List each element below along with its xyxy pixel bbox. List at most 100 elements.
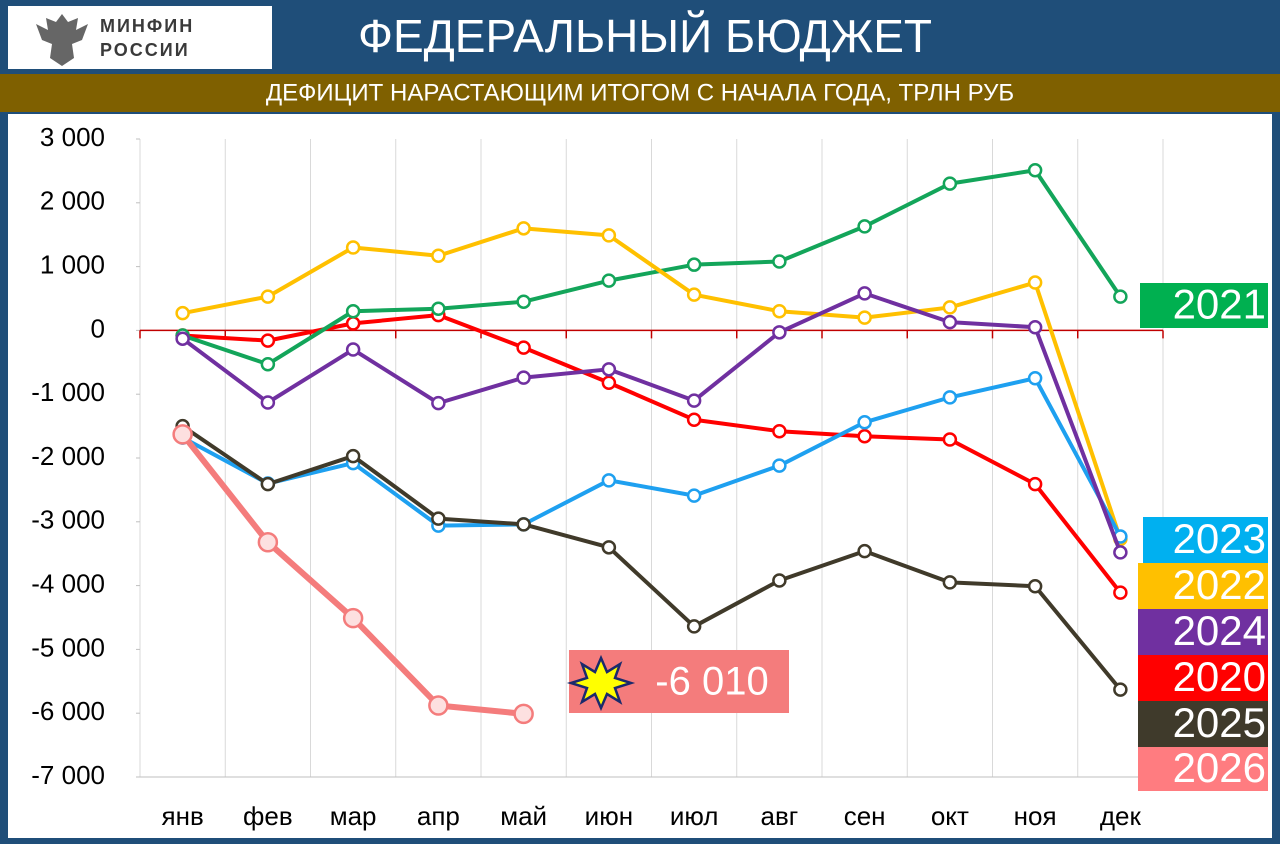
x-tick-label: мар (330, 801, 377, 831)
x-tick-label: ноя (1014, 801, 1057, 831)
data-point (601, 273, 617, 288)
legend-label: 2025 (1173, 699, 1266, 746)
x-tick-label: янв (162, 801, 204, 831)
data-point (345, 240, 361, 255)
series (172, 424, 534, 725)
series (175, 221, 1128, 547)
data-point (260, 289, 276, 304)
data-point (772, 254, 787, 269)
data-point (516, 221, 531, 236)
legend-label: 2022 (1173, 561, 1266, 608)
data-point (601, 362, 617, 377)
logo-text: РОССИИ (100, 40, 190, 60)
data-point (857, 429, 872, 444)
logo-text: МИНФИН (100, 16, 194, 36)
x-tick-label: авг (760, 801, 798, 831)
series-line (181, 168, 1123, 367)
y-tick-label: -4 000 (31, 568, 105, 598)
data-point (1027, 476, 1043, 492)
y-tick-label: -1 000 (31, 377, 105, 407)
data-point (345, 342, 361, 357)
y-tick-label: -3 000 (31, 505, 105, 535)
x-tick-label: июн (585, 801, 633, 831)
data-point (1027, 275, 1043, 290)
data-point (772, 423, 787, 439)
x-tick-label: сен (844, 801, 886, 831)
series-line (182, 226, 1123, 540)
data-point (175, 305, 190, 321)
data-point (260, 395, 276, 410)
series (175, 286, 1128, 560)
data-point (342, 607, 364, 629)
data-point (772, 458, 787, 473)
x-tick-label: июл (670, 801, 719, 831)
data-point (516, 340, 531, 355)
data-point (516, 294, 531, 309)
legend-box (1140, 283, 1268, 328)
legend-label: 2021 (1173, 281, 1266, 328)
data-point (857, 415, 872, 430)
data-point (1027, 319, 1043, 335)
data-point (516, 370, 531, 385)
data-point (686, 287, 702, 302)
data-point (857, 286, 872, 301)
data-point (345, 448, 361, 464)
data-point (345, 304, 361, 319)
plot-area (8, 114, 1272, 838)
y-tick-label: 3 000 (40, 122, 105, 152)
data-point (686, 412, 702, 427)
x-tick-label: фев (243, 801, 293, 831)
data-point (601, 228, 617, 243)
series-line (181, 424, 1122, 691)
legend-box (1138, 563, 1268, 609)
data-point (1113, 545, 1128, 560)
data-point (1027, 578, 1043, 594)
data-point (428, 695, 449, 716)
legend-label: 2026 (1173, 744, 1266, 791)
data-point (1113, 585, 1128, 600)
burst-icon (566, 654, 636, 712)
y-tick-label: 2 000 (40, 186, 105, 216)
series-line (181, 376, 1123, 538)
y-tick-label: -5 000 (31, 632, 105, 662)
data-point (431, 511, 446, 526)
y-tick-label: -7 000 (31, 760, 105, 790)
legend-label: 2023 (1173, 515, 1266, 562)
data-point (942, 314, 958, 330)
chart-subtitle: ДЕФИЦИТ НАРАСТАЮЩИМ ИТОГОМ С НАЧАЛА ГОДА… (266, 79, 1014, 106)
data-point (772, 304, 787, 319)
data-point (772, 325, 787, 340)
data-point (431, 395, 446, 411)
data-point (260, 356, 276, 372)
data-point (942, 432, 958, 447)
data-point (686, 619, 702, 634)
data-point (345, 316, 361, 331)
y-tick-label: 0 (91, 313, 105, 343)
emblem (36, 14, 88, 66)
data-point (686, 257, 702, 272)
data-point (513, 703, 534, 725)
legend-label: 2020 (1173, 653, 1266, 700)
data-point (942, 390, 958, 405)
data-point (601, 473, 617, 488)
chart-title: ФЕДЕРАЛЬНЫЙ БЮДЖЕТ (358, 10, 932, 62)
legend-box (1138, 747, 1268, 791)
data-point (686, 393, 702, 408)
data-point (175, 331, 190, 346)
x-tick-label: окт (931, 801, 969, 831)
data-point (1027, 371, 1043, 386)
data-point (942, 575, 958, 590)
x-tick-label: апр (417, 801, 460, 831)
data-point (260, 333, 276, 348)
data-point (601, 375, 617, 390)
data-point (1027, 163, 1043, 178)
data-point (172, 424, 193, 445)
data-point (686, 488, 702, 503)
subtitle-bar (0, 74, 1280, 112)
series-line (182, 313, 1122, 594)
y-tick-label: 1 000 (40, 249, 105, 279)
data-point (1113, 682, 1128, 697)
data-point (431, 248, 446, 264)
legend-label: 2024 (1173, 607, 1266, 654)
